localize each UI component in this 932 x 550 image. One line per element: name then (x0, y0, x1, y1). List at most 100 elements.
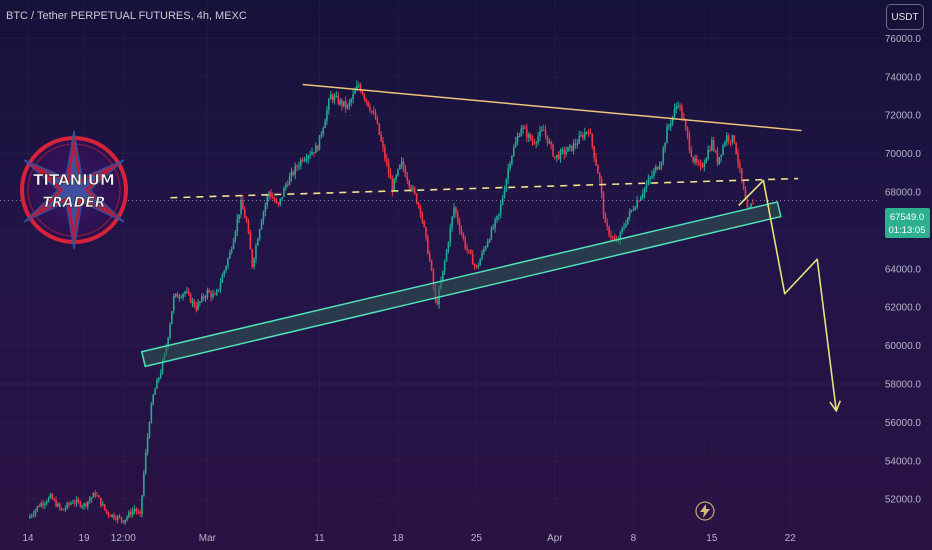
x-tick-label: 14 (22, 533, 34, 544)
candle-body (413, 188, 416, 194)
candle-body (199, 301, 201, 303)
candle-body (699, 163, 702, 166)
candle-body (602, 193, 605, 215)
candle-body (436, 299, 438, 305)
candle-body (109, 515, 112, 517)
y-tick-label: 70000.0 (885, 149, 922, 160)
candle-body (740, 168, 743, 181)
candle-body (275, 201, 278, 203)
candle-body (223, 270, 226, 276)
candle-body (294, 166, 297, 175)
y-tick-label: 72000.0 (885, 111, 922, 122)
candle-body (45, 501, 48, 504)
candle-body (230, 248, 233, 253)
candle-body (204, 297, 207, 299)
candle-body (221, 275, 224, 283)
candle-body (742, 180, 745, 190)
candle-body (527, 134, 530, 138)
currency-button[interactable]: USDT (886, 4, 924, 30)
candle-body (260, 220, 263, 230)
candle-body (36, 506, 39, 510)
candle-body (442, 270, 444, 281)
candle-body (249, 233, 252, 250)
candle-body (58, 503, 61, 508)
candle-body (400, 161, 403, 165)
y-tick-label: 54000.0 (885, 456, 922, 467)
candle-body (574, 143, 577, 145)
candle-body (468, 249, 470, 251)
x-tick-label: 11 (314, 533, 325, 544)
candle-body (630, 209, 633, 212)
candle-body (677, 105, 680, 107)
candle-body (488, 239, 491, 242)
candle-body (324, 120, 326, 128)
candle-body (316, 145, 319, 151)
candle-body (225, 266, 227, 271)
candle-body (724, 142, 726, 146)
candle-body (737, 153, 739, 164)
candle-body (51, 494, 54, 500)
candle-body (206, 290, 209, 298)
candle-body (712, 139, 715, 151)
candle-body (542, 129, 545, 131)
candle-body (716, 151, 719, 165)
candle-body (285, 184, 287, 189)
candle-body (49, 494, 52, 498)
candle-body (105, 509, 108, 513)
candle-body (243, 209, 246, 218)
candle-body (399, 164, 401, 170)
candle-body (279, 198, 282, 205)
candle-body (133, 509, 136, 511)
candle-body (750, 203, 752, 208)
candle-body (227, 258, 229, 267)
candle-body (186, 291, 188, 293)
candle-body (301, 159, 304, 161)
candle-body (174, 293, 177, 296)
candle-body (335, 95, 338, 97)
candle-body (645, 184, 648, 189)
candle-body (473, 264, 476, 266)
candle-body (651, 175, 653, 178)
candle-body (253, 258, 255, 267)
candle-body (281, 196, 283, 199)
candle-body (679, 105, 681, 107)
x-tick-label: 25 (471, 533, 483, 544)
candle-body (247, 221, 250, 234)
candle-body (516, 136, 519, 142)
candle-body (453, 207, 455, 217)
candle-body (690, 149, 693, 157)
price-tag: 67549.0 01:13:05 (885, 208, 930, 238)
candle-body (126, 516, 128, 520)
candle-body (696, 158, 698, 163)
candle-body (483, 249, 485, 253)
candle-body (675, 106, 678, 110)
candle-body (539, 130, 541, 137)
candle-body (158, 377, 160, 380)
candle-body (75, 499, 78, 504)
candle-body (466, 248, 468, 250)
candle-body (404, 168, 407, 177)
candle-body (569, 145, 571, 148)
candle-body (608, 226, 610, 236)
candle-body (417, 203, 420, 206)
candle-body (402, 161, 405, 169)
candle-body (591, 133, 594, 147)
candle-body (625, 224, 627, 227)
candle-body (101, 504, 104, 506)
candle-body (479, 259, 481, 266)
y-tick-label: 52000.0 (885, 495, 922, 506)
candle-body (585, 131, 588, 133)
candle-body (490, 228, 493, 240)
candle-body (34, 509, 37, 515)
candle-body (356, 85, 358, 91)
candle-body (161, 360, 164, 373)
lightning-icon[interactable] (695, 501, 715, 521)
candle-body (619, 231, 622, 241)
candle-body (669, 123, 672, 126)
candle-body (613, 237, 616, 240)
candle-body (393, 179, 396, 192)
chart-grid (0, 0, 880, 528)
candle-body (492, 227, 495, 229)
candle-body (238, 214, 240, 219)
